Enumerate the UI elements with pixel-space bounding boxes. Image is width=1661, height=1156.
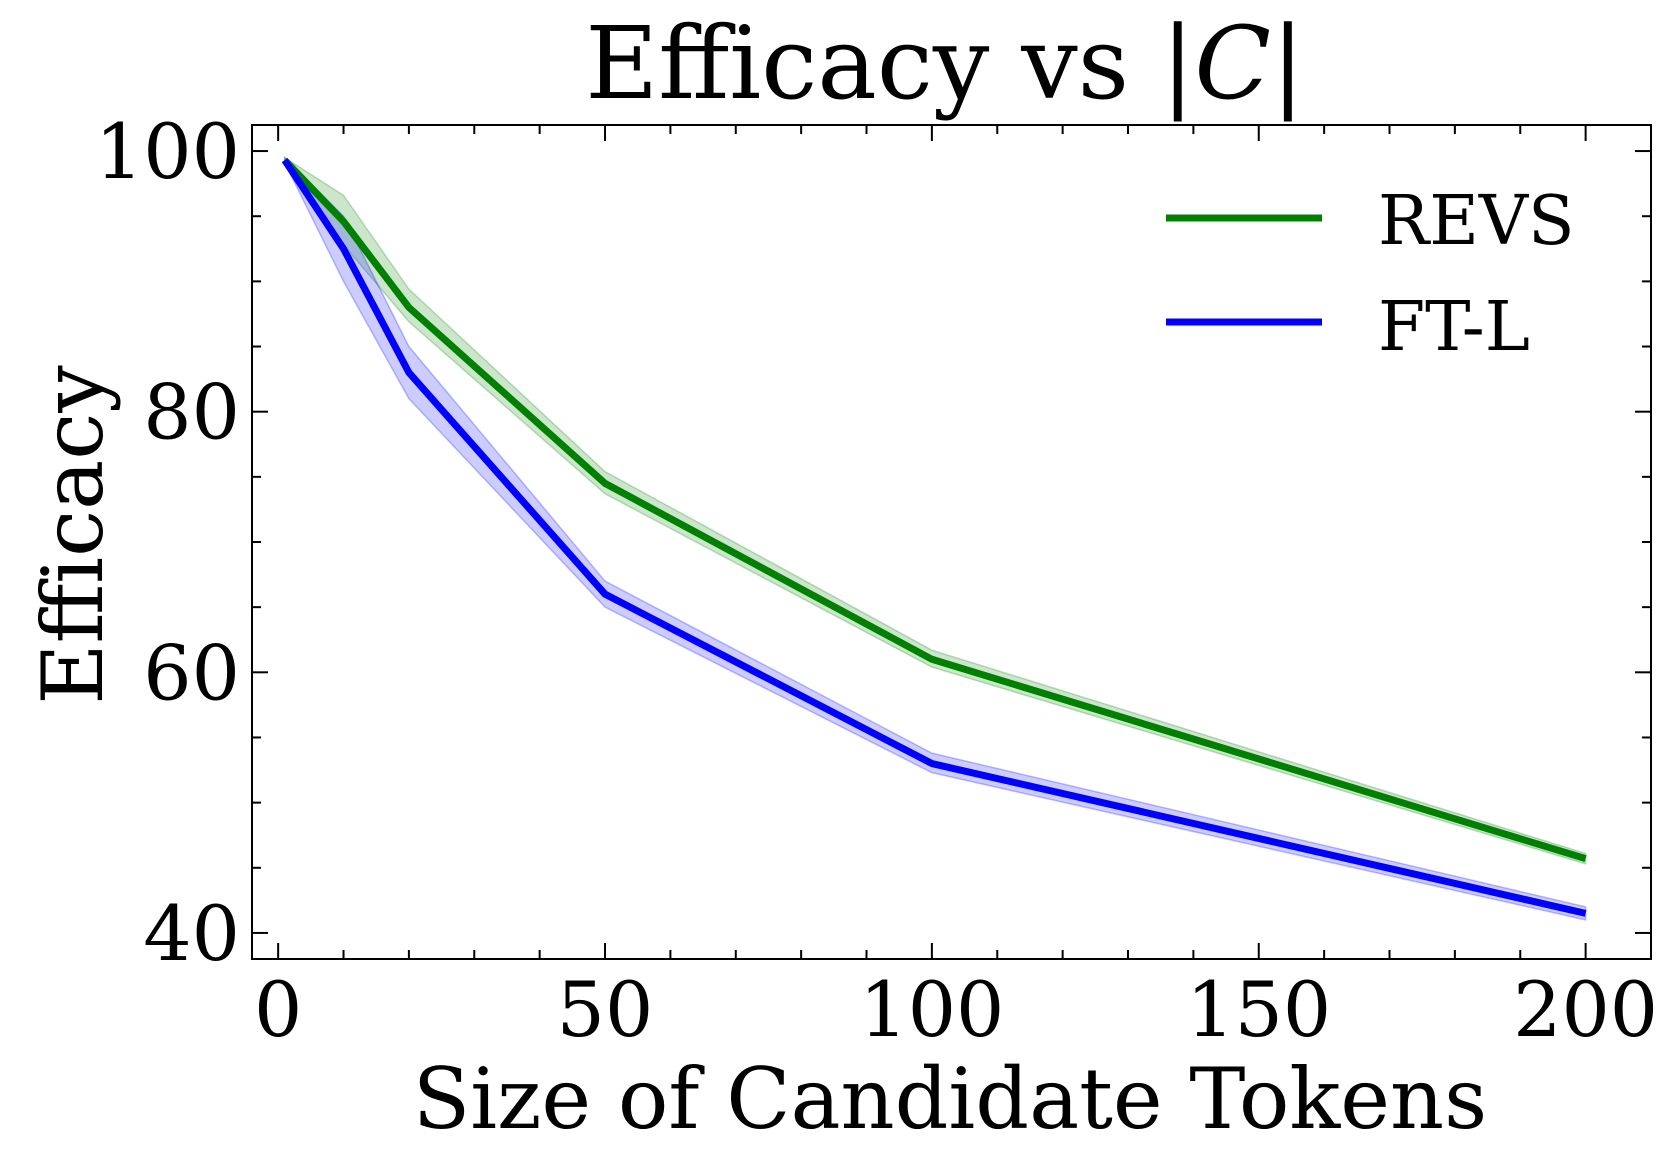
legend-label-ftl: FT-L — [1378, 288, 1530, 367]
chart-title: Efficacy vs |C| — [585, 5, 1304, 122]
x-tick-label: 50 — [557, 965, 654, 1054]
line-revs — [282, 157, 1587, 863]
y-tick-label: 60 — [143, 628, 240, 717]
x-tick-label: 150 — [1186, 965, 1331, 1054]
series-lines — [281, 157, 1587, 917]
x-tick-label: 100 — [859, 965, 1004, 1054]
x-axis-label: Size of Candidate Tokens — [413, 1050, 1487, 1148]
y-tick-label: 100 — [95, 107, 240, 196]
y-axis-label: Efficacy — [24, 365, 122, 705]
plot-frame — [251, 124, 1652, 960]
y-tick-label: 80 — [143, 368, 240, 457]
legend: REVS FT-L — [1166, 182, 1575, 367]
x-tick-label: 200 — [1513, 965, 1658, 1054]
y-tick-label: 40 — [143, 889, 240, 978]
x-tick-label: 0 — [254, 965, 302, 1054]
tick-labels: 0 50 100 150 200 40 60 80 100 — [95, 107, 1658, 1054]
axis-ticks — [252, 125, 1651, 959]
legend-label-revs: REVS — [1378, 182, 1575, 261]
line-ft-l — [281, 158, 1587, 917]
confidence-bands — [283, 155, 1587, 921]
